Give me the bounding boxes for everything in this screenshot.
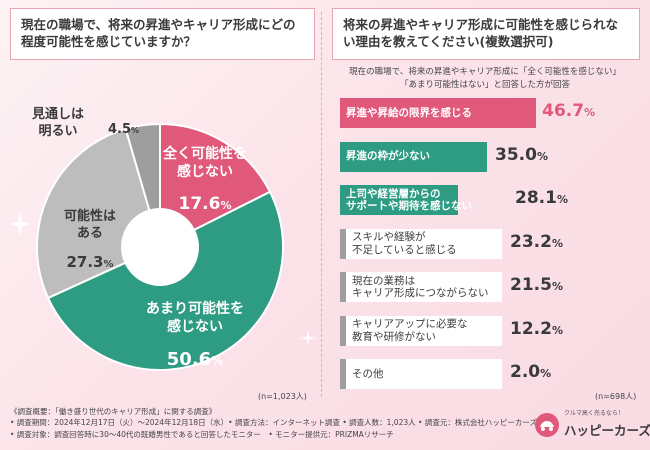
bar-row: 昇進の枠が少ない 35.0%	[340, 141, 640, 172]
bar-category-label: 現在の業務は キャリア形成につながらない	[352, 272, 489, 302]
bar-row: スキルや経験が 不足していると感じる 23.2%	[340, 228, 640, 259]
footer-line: 《調査概要：「働き盛り世代のキャリア形成」に関する調査》	[10, 407, 217, 416]
bar	[340, 141, 487, 172]
bar-category-label: 昇進や昇給の限界を感じる	[346, 98, 472, 128]
bar-category-label-line: 教育や研修がない	[352, 330, 436, 343]
bar-category-label-line: 上司や経営層からの	[346, 187, 441, 200]
pie-slice	[124, 122, 161, 212]
bar-category-label: キャリアアップに必要な 教育や研修がない	[352, 316, 468, 346]
bar-value-label: 12.2%	[510, 318, 563, 339]
bar-category-label-line: 不足していると感じる	[352, 243, 457, 256]
bar-category-label-line: その他	[352, 367, 384, 380]
bar-value-label: 35.0%	[495, 144, 548, 165]
pie-slice-value: 4.5%	[108, 122, 139, 137]
company-logo: クルマ高く売るなら！ ハッピーカーズ	[534, 408, 650, 442]
donut-hole	[123, 210, 197, 284]
pie-slice-value: 27.3%	[66, 253, 113, 271]
bar-value-label: 28.1%	[515, 188, 568, 208]
pie-slice	[46, 190, 284, 371]
bar-row: 上司や経営層からの サポートや期待を感じない 28.1%	[340, 185, 640, 215]
bar-category-label: スキルや経験が 不足していると感じる	[352, 229, 457, 259]
respondent-note-line: 「あまり可能性はない」と回答した方が回答	[399, 80, 570, 91]
car-logo-icon	[535, 413, 559, 437]
bar-category-label: 昇進の枠が少ない	[346, 142, 430, 172]
sparkle-decoration	[300, 330, 316, 346]
bar-category-label-line: キャリアアップに必要な	[352, 318, 468, 331]
bar-category-label-line: キャリア形成につながらない	[352, 287, 489, 299]
donut-chart: 全く可能性を感じない17.6%あまり可能性を感じない50.6%可能性はある27.…	[31, 106, 284, 371]
footer-line: • 調査対象：調査回答時に30〜40代の既婚男性であると回答したモニター • モ…	[10, 429, 394, 439]
respondent-note-line: 現在の職場で、将来の昇進やキャリア形成に「全く可能性を感じない」	[349, 67, 621, 77]
pie-slice-label: 感じない	[167, 318, 223, 335]
pie-slice-label: 見通しは	[31, 106, 84, 122]
bar-row: その他 2.0%	[340, 359, 640, 389]
sparkle-decoration	[8, 212, 32, 236]
left-sample-size: (n=1,023人)	[258, 392, 307, 401]
right-panel-title: 将来の昇進やキャリア形成に可能性を感じられない理由を教えてください(複数選択可)	[332, 8, 640, 60]
pie-slice	[36, 127, 151, 300]
bar-row: キャリアアップに必要な 教育や研修がない 12.2%	[340, 315, 640, 346]
logo-tagline: クルマ高く売るなら！	[564, 410, 624, 417]
left-panel-title-text: 現在の職場で、将来の昇進やキャリア形成にどの程度可能性を感じていますか？	[21, 17, 296, 49]
bar-row: 昇進や昇給の限界を感じる 46.7%	[340, 98, 640, 128]
panel-divider	[321, 12, 322, 397]
bar-label-background	[346, 315, 502, 346]
bar	[340, 98, 537, 128]
bar	[340, 185, 459, 215]
pie-slice-label: あまり可能性を	[146, 300, 244, 317]
pie-slice-label: 明るい	[38, 124, 77, 139]
bar-value-label: 46.7%	[542, 101, 596, 121]
bar-label-background	[346, 228, 502, 259]
bar-value-label: 2.0%	[510, 362, 552, 382]
pie-slice-value: 17.6%	[179, 194, 232, 214]
bar-value-label: 21.5%	[510, 275, 563, 295]
bar-category-label: その他	[352, 359, 384, 389]
bar-category-label-line: 現在の業務は	[352, 274, 415, 287]
pie-slice-label: ある	[77, 226, 103, 241]
bar-value-label: 23.2%	[510, 231, 563, 252]
right-panel-title-text: 将来の昇進やキャリア形成に可能性を感じられない理由を教えてください(複数選択可)	[343, 17, 619, 49]
bar-row: 現在の業務は キャリア形成につながらない 21.5%	[340, 272, 640, 302]
pie-slice	[159, 122, 272, 232]
bar-category-label-line: スキルや経験が	[352, 231, 426, 244]
pie-slice-value: 50.6%	[167, 349, 223, 370]
logo-name: ハッピーカーズ	[564, 423, 650, 438]
bar-category-label-line: 昇進や昇給の限界を感じる	[346, 106, 472, 119]
pie-slice-label: 全く可能性を	[162, 145, 247, 162]
respondent-note: 現在の職場で、将来の昇進やキャリア形成に「全く可能性を感じない」 「あまり可能性…	[332, 66, 638, 92]
footer-line: • 調査期間：2024年12月17日（火）〜2024年12月18日（水）• 調査…	[10, 418, 537, 428]
left-panel-title: 現在の職場で、将来の昇進やキャリア形成にどの程度可能性を感じていますか？	[10, 8, 315, 60]
bar-label-background	[346, 272, 502, 302]
pie-slice-label: 可能性は	[64, 208, 116, 224]
bar-category-label-line: サポートや期待を感じない	[346, 200, 472, 212]
bar-category-label: 上司や経営層からの サポートや期待を感じない	[346, 185, 472, 215]
bar	[340, 359, 349, 389]
pie-slice-label: 感じない	[177, 163, 233, 180]
bar-category-label-line: 昇進の枠が少ない	[346, 150, 430, 163]
right-sample-size: (n=698人)	[595, 392, 637, 401]
bar-label-background	[346, 359, 502, 389]
survey-footer: 《調査概要：「働き盛り世代のキャリア形成」に関する調査》 • 調査期間：2024…	[10, 406, 537, 440]
